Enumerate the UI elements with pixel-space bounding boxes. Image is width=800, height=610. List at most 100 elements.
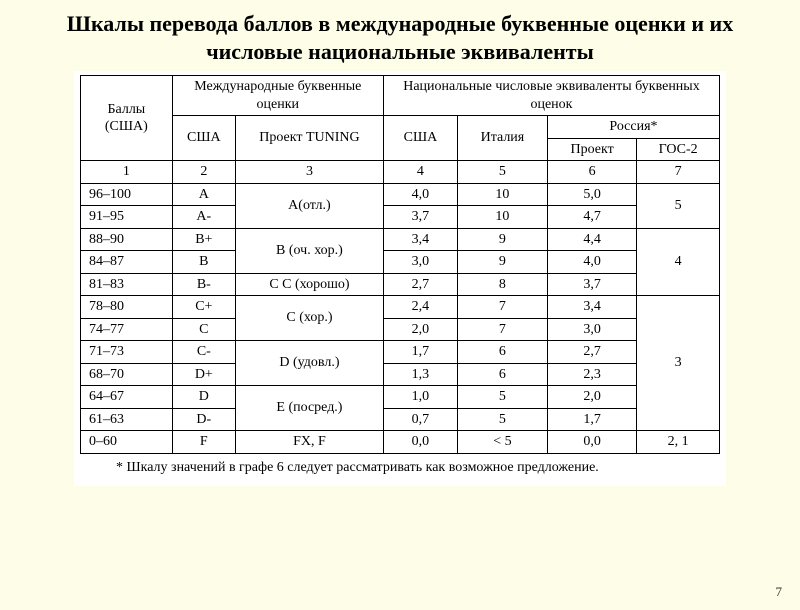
table-row: 84–87 B 3,0 9 4,0 xyxy=(81,251,720,274)
col-header-project: Проект xyxy=(547,138,636,161)
cell-usa-letter: C xyxy=(172,318,235,341)
col-num: 5 xyxy=(457,161,547,184)
cell-score: 68–70 xyxy=(81,363,173,386)
col-header-italy: Италия xyxy=(457,116,547,161)
table-row: 88–90 B+ B (оч. хор.) 3,4 9 4,4 4 xyxy=(81,228,720,251)
col-num: 6 xyxy=(547,161,636,184)
cell-usa-num: 2,4 xyxy=(383,296,457,319)
cell-usa-num: 2,0 xyxy=(383,318,457,341)
table-row: 61–63 D- 0,7 5 1,7 xyxy=(81,408,720,431)
cell-tuning: C (хор.) xyxy=(235,296,383,341)
page-title: Шкалы перевода баллов в международные бу… xyxy=(30,10,770,65)
col-num: 4 xyxy=(383,161,457,184)
cell-tuning: C C (хорошо) xyxy=(235,273,383,296)
col-num: 2 xyxy=(172,161,235,184)
cell-italy: 9 xyxy=(457,228,547,251)
grade-conversion-table: Баллы (США) Международные буквенные оцен… xyxy=(80,75,720,454)
table-row: 71–73 C- D (удовл.) 1,7 6 2,7 xyxy=(81,341,720,364)
cell-gos2: 4 xyxy=(637,228,720,296)
cell-usa-num: 0,7 xyxy=(383,408,457,431)
col-header-russia: Россия* xyxy=(547,116,719,139)
cell-project: 4,0 xyxy=(547,251,636,274)
cell-italy: 5 xyxy=(457,386,547,409)
cell-usa-num: 3,7 xyxy=(383,206,457,229)
cell-score: 81–83 xyxy=(81,273,173,296)
cell-usa-num: 1,3 xyxy=(383,363,457,386)
cell-italy: 5 xyxy=(457,408,547,431)
cell-italy: 10 xyxy=(457,183,547,206)
table-row: 96–100 A A(отл.) 4,0 10 5,0 5 xyxy=(81,183,720,206)
cell-gos2: 3 xyxy=(637,296,720,431)
cell-project: 4,4 xyxy=(547,228,636,251)
cell-gos2: 2, 1 xyxy=(637,431,720,454)
cell-score: 84–87 xyxy=(81,251,173,274)
footnote-text: * Шкалу значений в графе 6 следует рассм… xyxy=(88,460,712,476)
table-container: Баллы (США) Международные буквенные оцен… xyxy=(74,71,726,486)
col-num: 7 xyxy=(637,161,720,184)
cell-usa-letter: A xyxy=(172,183,235,206)
cell-project: 4,7 xyxy=(547,206,636,229)
cell-italy: 7 xyxy=(457,318,547,341)
cell-usa-num: 0,0 xyxy=(383,431,457,454)
cell-usa-letter: C- xyxy=(172,341,235,364)
cell-tuning: E (посред.) xyxy=(235,386,383,431)
cell-gos2: 5 xyxy=(637,183,720,228)
cell-score: 91–95 xyxy=(81,206,173,229)
cell-usa-num: 1,7 xyxy=(383,341,457,364)
cell-project: 1,7 xyxy=(547,408,636,431)
cell-project: 3,4 xyxy=(547,296,636,319)
cell-project: 5,0 xyxy=(547,183,636,206)
col-header-scores: Баллы (США) xyxy=(81,76,173,161)
cell-usa-letter: D xyxy=(172,386,235,409)
cell-usa-letter: B- xyxy=(172,273,235,296)
cell-project: 3,7 xyxy=(547,273,636,296)
cell-score: 78–80 xyxy=(81,296,173,319)
cell-italy: < 5 xyxy=(457,431,547,454)
cell-italy: 10 xyxy=(457,206,547,229)
col-header-gos2: ГОС-2 xyxy=(637,138,720,161)
table-row: 91–95 A- 3,7 10 4,7 xyxy=(81,206,720,229)
cell-project: 3,0 xyxy=(547,318,636,341)
cell-project: 2,7 xyxy=(547,341,636,364)
cell-score: 96–100 xyxy=(81,183,173,206)
cell-project: 0,0 xyxy=(547,431,636,454)
cell-usa-letter: A- xyxy=(172,206,235,229)
cell-score: 71–73 xyxy=(81,341,173,364)
cell-usa-letter: B+ xyxy=(172,228,235,251)
cell-tuning: FX, F xyxy=(235,431,383,454)
cell-italy: 8 xyxy=(457,273,547,296)
col-header-tuning: Проект TUNING xyxy=(235,116,383,161)
cell-usa-num: 4,0 xyxy=(383,183,457,206)
cell-tuning: A(отл.) xyxy=(235,183,383,228)
cell-usa-num: 1,0 xyxy=(383,386,457,409)
cell-usa-letter: F xyxy=(172,431,235,454)
cell-score: 64–67 xyxy=(81,386,173,409)
cell-italy: 7 xyxy=(457,296,547,319)
cell-italy: 6 xyxy=(457,341,547,364)
cell-usa-num: 2,7 xyxy=(383,273,457,296)
cell-italy: 9 xyxy=(457,251,547,274)
table-row: 78–80 C+ C (хор.) 2,4 7 3,4 3 xyxy=(81,296,720,319)
table-row: 74–77 C 2,0 7 3,0 xyxy=(81,318,720,341)
col-header-usa-num: США xyxy=(383,116,457,161)
cell-score: 88–90 xyxy=(81,228,173,251)
cell-usa-num: 3,4 xyxy=(383,228,457,251)
cell-score: 0–60 xyxy=(81,431,173,454)
table-row: 81–83 B- C C (хорошо) 2,7 8 3,7 xyxy=(81,273,720,296)
page-number: 7 xyxy=(776,584,783,600)
cell-usa-letter: C+ xyxy=(172,296,235,319)
cell-usa-letter: B xyxy=(172,251,235,274)
cell-tuning: D (удовл.) xyxy=(235,341,383,386)
col-num: 3 xyxy=(235,161,383,184)
col-header-usa: США xyxy=(172,116,235,161)
table-row: 64–67 D E (посред.) 1,0 5 2,0 xyxy=(81,386,720,409)
table-row: 68–70 D+ 1,3 6 2,3 xyxy=(81,363,720,386)
cell-usa-num: 3,0 xyxy=(383,251,457,274)
cell-tuning: B (оч. хор.) xyxy=(235,228,383,273)
cell-usa-letter: D- xyxy=(172,408,235,431)
cell-score: 74–77 xyxy=(81,318,173,341)
col-num: 1 xyxy=(81,161,173,184)
cell-project: 2,0 xyxy=(547,386,636,409)
col-header-intl-letter: Международные буквенные оценки xyxy=(172,76,383,116)
cell-project: 2,3 xyxy=(547,363,636,386)
